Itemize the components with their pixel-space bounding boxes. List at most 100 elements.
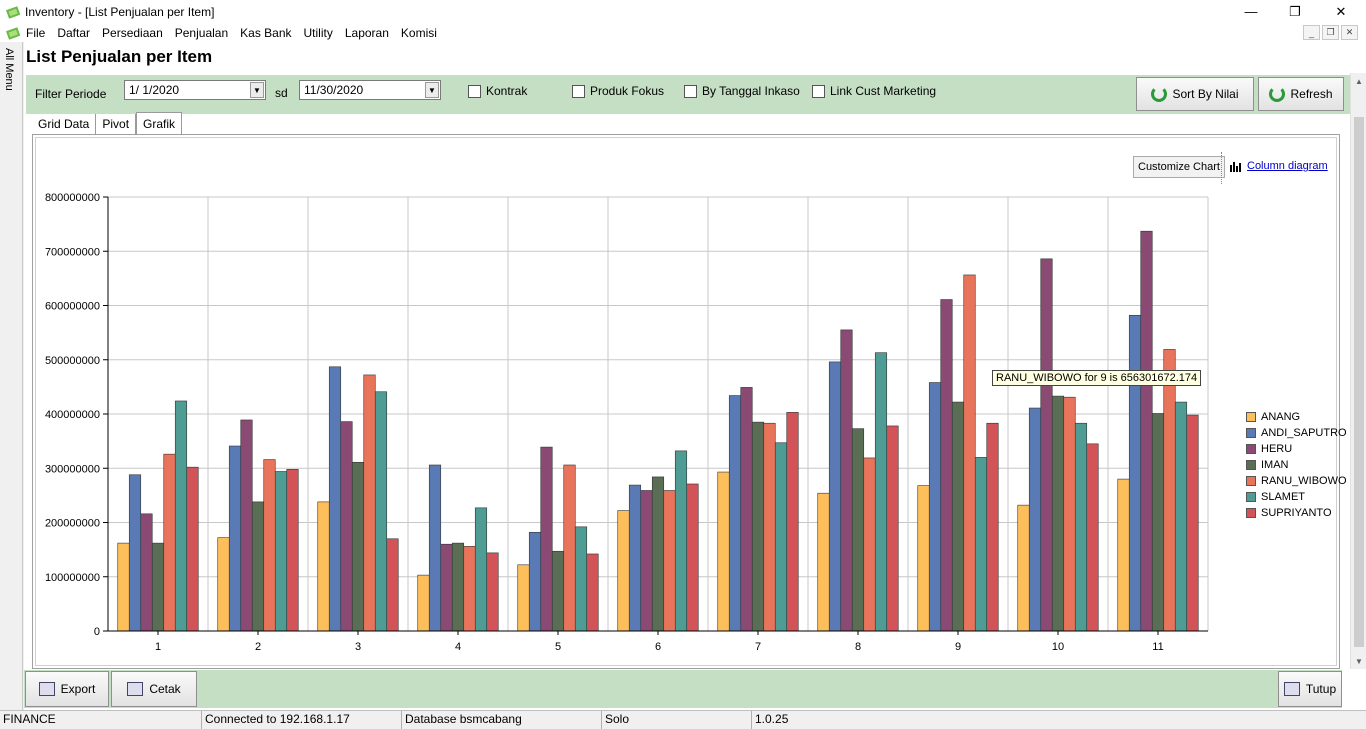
sort-by-nilai-button[interactable]: Sort By Nilai xyxy=(1136,77,1254,111)
bar xyxy=(117,542,130,632)
legend-label: ANDI_SAPUTRO xyxy=(1261,427,1347,439)
all-menu-tab[interactable]: All Menu xyxy=(3,48,15,91)
chevron-down-icon[interactable]: ▼ xyxy=(425,82,439,98)
y-tick-label: 100000000 xyxy=(45,572,100,584)
filter-period-label: Filter Periode xyxy=(35,87,107,101)
date-to-picker[interactable]: 11/30/2020 ▼ xyxy=(299,80,441,100)
link-cust-marketing-label: Link Cust Marketing xyxy=(830,84,937,98)
link-cust-marketing-checkbox[interactable]: Link Cust Marketing xyxy=(812,84,936,98)
column-diagram-link[interactable]: Column diagram xyxy=(1247,160,1328,172)
checkbox-box[interactable] xyxy=(468,84,481,98)
bar xyxy=(840,329,853,632)
bar xyxy=(928,382,942,632)
date-from-picker[interactable]: 1/ 1/2020 ▼ xyxy=(124,80,266,100)
bar xyxy=(1051,395,1065,632)
menu-file[interactable]: File xyxy=(26,25,46,40)
tab-pivot[interactable]: Pivot xyxy=(96,114,137,134)
legend-swatch xyxy=(1246,428,1256,438)
legend-swatch xyxy=(1246,508,1256,518)
menu-kas-bank[interactable]: Kas Bank xyxy=(240,25,292,40)
export-button[interactable]: Export xyxy=(25,671,109,707)
checkbox-box[interactable] xyxy=(572,84,585,98)
bar xyxy=(1028,407,1042,632)
bar xyxy=(774,442,788,632)
print-label: Cetak xyxy=(149,682,181,696)
close-button[interactable]: ✕ xyxy=(1335,3,1347,19)
bar xyxy=(886,425,899,632)
menu-daftar[interactable]: Daftar xyxy=(57,25,91,40)
y-tick-label: 300000000 xyxy=(45,463,100,475)
app-menu-icon[interactable] xyxy=(6,26,20,40)
status-bar: FINANCE Connected to 192.168.1.17 Databa… xyxy=(0,710,1366,729)
menu-utility[interactable]: Utility xyxy=(303,25,333,40)
tab-grafik[interactable]: Grafik xyxy=(136,112,183,134)
bar xyxy=(963,274,976,632)
menu-komisi[interactable]: Komisi xyxy=(400,25,437,40)
kontrak-label: Kontrak xyxy=(486,84,528,98)
kontrak-checkbox[interactable]: Kontrak xyxy=(468,84,527,98)
checkbox-box[interactable] xyxy=(812,84,825,98)
menu-bar: File Daftar Persediaan Penjualan Kas Ban… xyxy=(0,23,1366,42)
scroll-up-arrow-icon[interactable]: ▲ xyxy=(1355,76,1363,86)
sd-label: sd xyxy=(275,86,288,100)
bar xyxy=(440,543,453,632)
bar xyxy=(974,457,988,632)
bar xyxy=(363,374,376,632)
bar xyxy=(686,483,699,632)
menu-persediaan[interactable]: Persediaan xyxy=(102,25,163,40)
y-tick-label: 200000000 xyxy=(45,518,100,530)
restore-button[interactable]: ❐ xyxy=(1289,3,1301,19)
bar xyxy=(274,471,288,632)
bar xyxy=(240,419,253,632)
x-tick-label: 7 xyxy=(755,641,761,653)
minimize-button[interactable]: — xyxy=(1244,4,1258,19)
bar xyxy=(617,510,630,632)
bar xyxy=(263,459,276,632)
legend-swatch xyxy=(1246,476,1256,486)
customize-chart-button[interactable]: Customize Chart xyxy=(1133,156,1225,178)
bar xyxy=(551,550,565,632)
bar xyxy=(786,412,799,632)
bar xyxy=(428,464,442,632)
checkbox-box[interactable] xyxy=(684,84,697,98)
produk-fokus-checkbox[interactable]: Produk Fokus xyxy=(572,84,664,98)
bar xyxy=(417,574,430,632)
bar xyxy=(940,299,953,632)
app-icon xyxy=(6,5,20,19)
bar xyxy=(951,401,965,632)
mdi-restore-button[interactable]: ❐ xyxy=(1322,25,1339,40)
window-title: Inventory - [List Penjualan per Item] xyxy=(25,4,215,19)
bar xyxy=(574,526,588,632)
chevron-down-icon[interactable]: ▼ xyxy=(250,82,264,98)
bar xyxy=(328,366,342,632)
tab-grid-data[interactable]: Grid Data xyxy=(32,114,97,134)
bar xyxy=(540,446,553,632)
print-button[interactable]: Cetak xyxy=(111,671,197,707)
vertical-scrollbar[interactable]: ▲ ▼ xyxy=(1350,73,1366,669)
legend-swatch xyxy=(1246,492,1256,502)
bar xyxy=(863,457,876,632)
column-diagram-selector[interactable]: Column diagram xyxy=(1221,152,1328,184)
x-tick-label: 5 xyxy=(555,641,561,653)
mdi-minimize-button[interactable]: _ xyxy=(1303,25,1320,40)
bar xyxy=(163,453,176,632)
menu-laporan[interactable]: Laporan xyxy=(344,25,389,40)
by-tanggal-inkaso-checkbox[interactable]: By Tanggal Inkaso xyxy=(684,84,800,98)
mdi-close-button[interactable]: ✕ xyxy=(1341,25,1358,40)
bar xyxy=(628,484,642,632)
y-tick-label: 400000000 xyxy=(45,409,100,421)
menu-penjualan[interactable]: Penjualan xyxy=(174,25,229,40)
bar xyxy=(186,466,199,632)
scrollbar-thumb[interactable] xyxy=(1354,117,1364,647)
chart-panel: 0 100000000 200000000 300000000 400000000 500… xyxy=(32,134,1340,669)
status-branch: Solo xyxy=(602,711,752,729)
refresh-button[interactable]: Refresh xyxy=(1258,77,1344,111)
bar xyxy=(251,501,265,632)
legend-item: RANU_WIBOWO xyxy=(1246,473,1347,489)
bar xyxy=(140,513,153,632)
scroll-down-arrow-icon[interactable]: ▼ xyxy=(1355,656,1363,666)
close-form-button[interactable]: Tutup xyxy=(1278,671,1342,707)
legend-item: ANANG xyxy=(1246,409,1347,425)
bar xyxy=(386,538,399,632)
bar xyxy=(717,471,730,632)
